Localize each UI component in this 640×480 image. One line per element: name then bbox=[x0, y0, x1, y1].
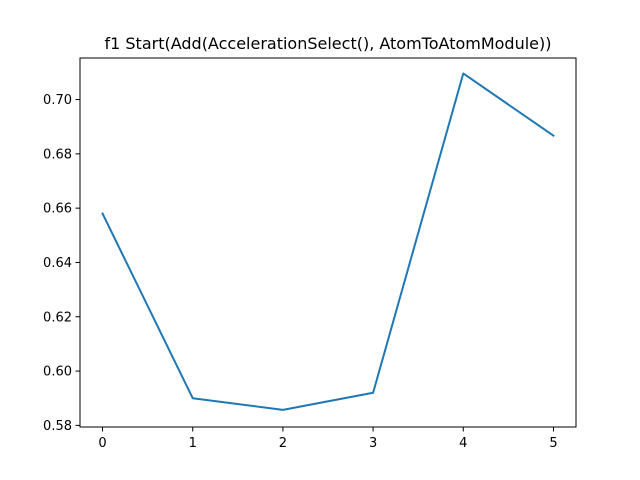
y-tick-label: 0.68 bbox=[43, 147, 72, 162]
x-tick-label: 0 bbox=[98, 436, 106, 451]
plot-area bbox=[101, 72, 555, 411]
series-line-0 bbox=[101, 72, 555, 411]
y-tick-label: 0.60 bbox=[43, 365, 72, 380]
y-axis: 0.58 0.60 0.62 0.64 0.66 0.68 0.70 bbox=[43, 93, 80, 434]
x-tick-label: 4 bbox=[459, 436, 467, 451]
x-tick-label: 1 bbox=[189, 436, 197, 451]
y-tick-label: 0.62 bbox=[43, 310, 72, 325]
x-tick-label: 5 bbox=[549, 436, 557, 451]
x-axis: 0 1 2 3 4 5 bbox=[98, 427, 558, 451]
y-tick-label: 0.58 bbox=[43, 419, 72, 434]
plot-frame bbox=[79, 57, 577, 428]
y-tick-label: 0.66 bbox=[43, 202, 72, 217]
y-tick-label: 0.70 bbox=[43, 93, 72, 108]
x-tick-label: 2 bbox=[279, 436, 287, 451]
chart-title: f1 Start(Add(AccelerationSelect(), AtomT… bbox=[104, 34, 551, 53]
y-tick-label: 0.64 bbox=[43, 256, 72, 271]
x-tick-label: 3 bbox=[369, 436, 377, 451]
